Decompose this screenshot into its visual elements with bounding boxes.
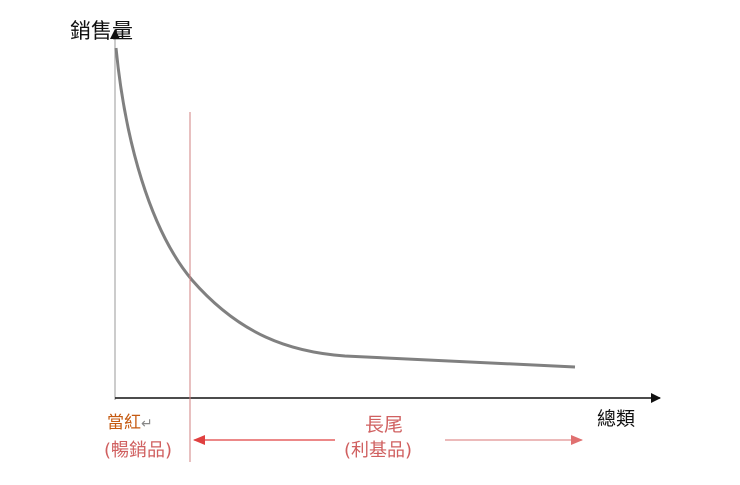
return-mark: ↵	[141, 416, 153, 432]
head-label: 當紅	[107, 413, 141, 433]
head-sublabel: (暢銷品)	[104, 440, 173, 461]
head-label-group: 當紅↵	[107, 408, 153, 433]
tail-label: 長尾	[365, 414, 404, 436]
y-axis-label: 銷售量	[70, 19, 133, 43]
long-tail-curve	[114, 47, 576, 369]
tail-sublabel: (利基品)	[344, 440, 413, 461]
x-axis-label: 總類	[597, 408, 636, 430]
